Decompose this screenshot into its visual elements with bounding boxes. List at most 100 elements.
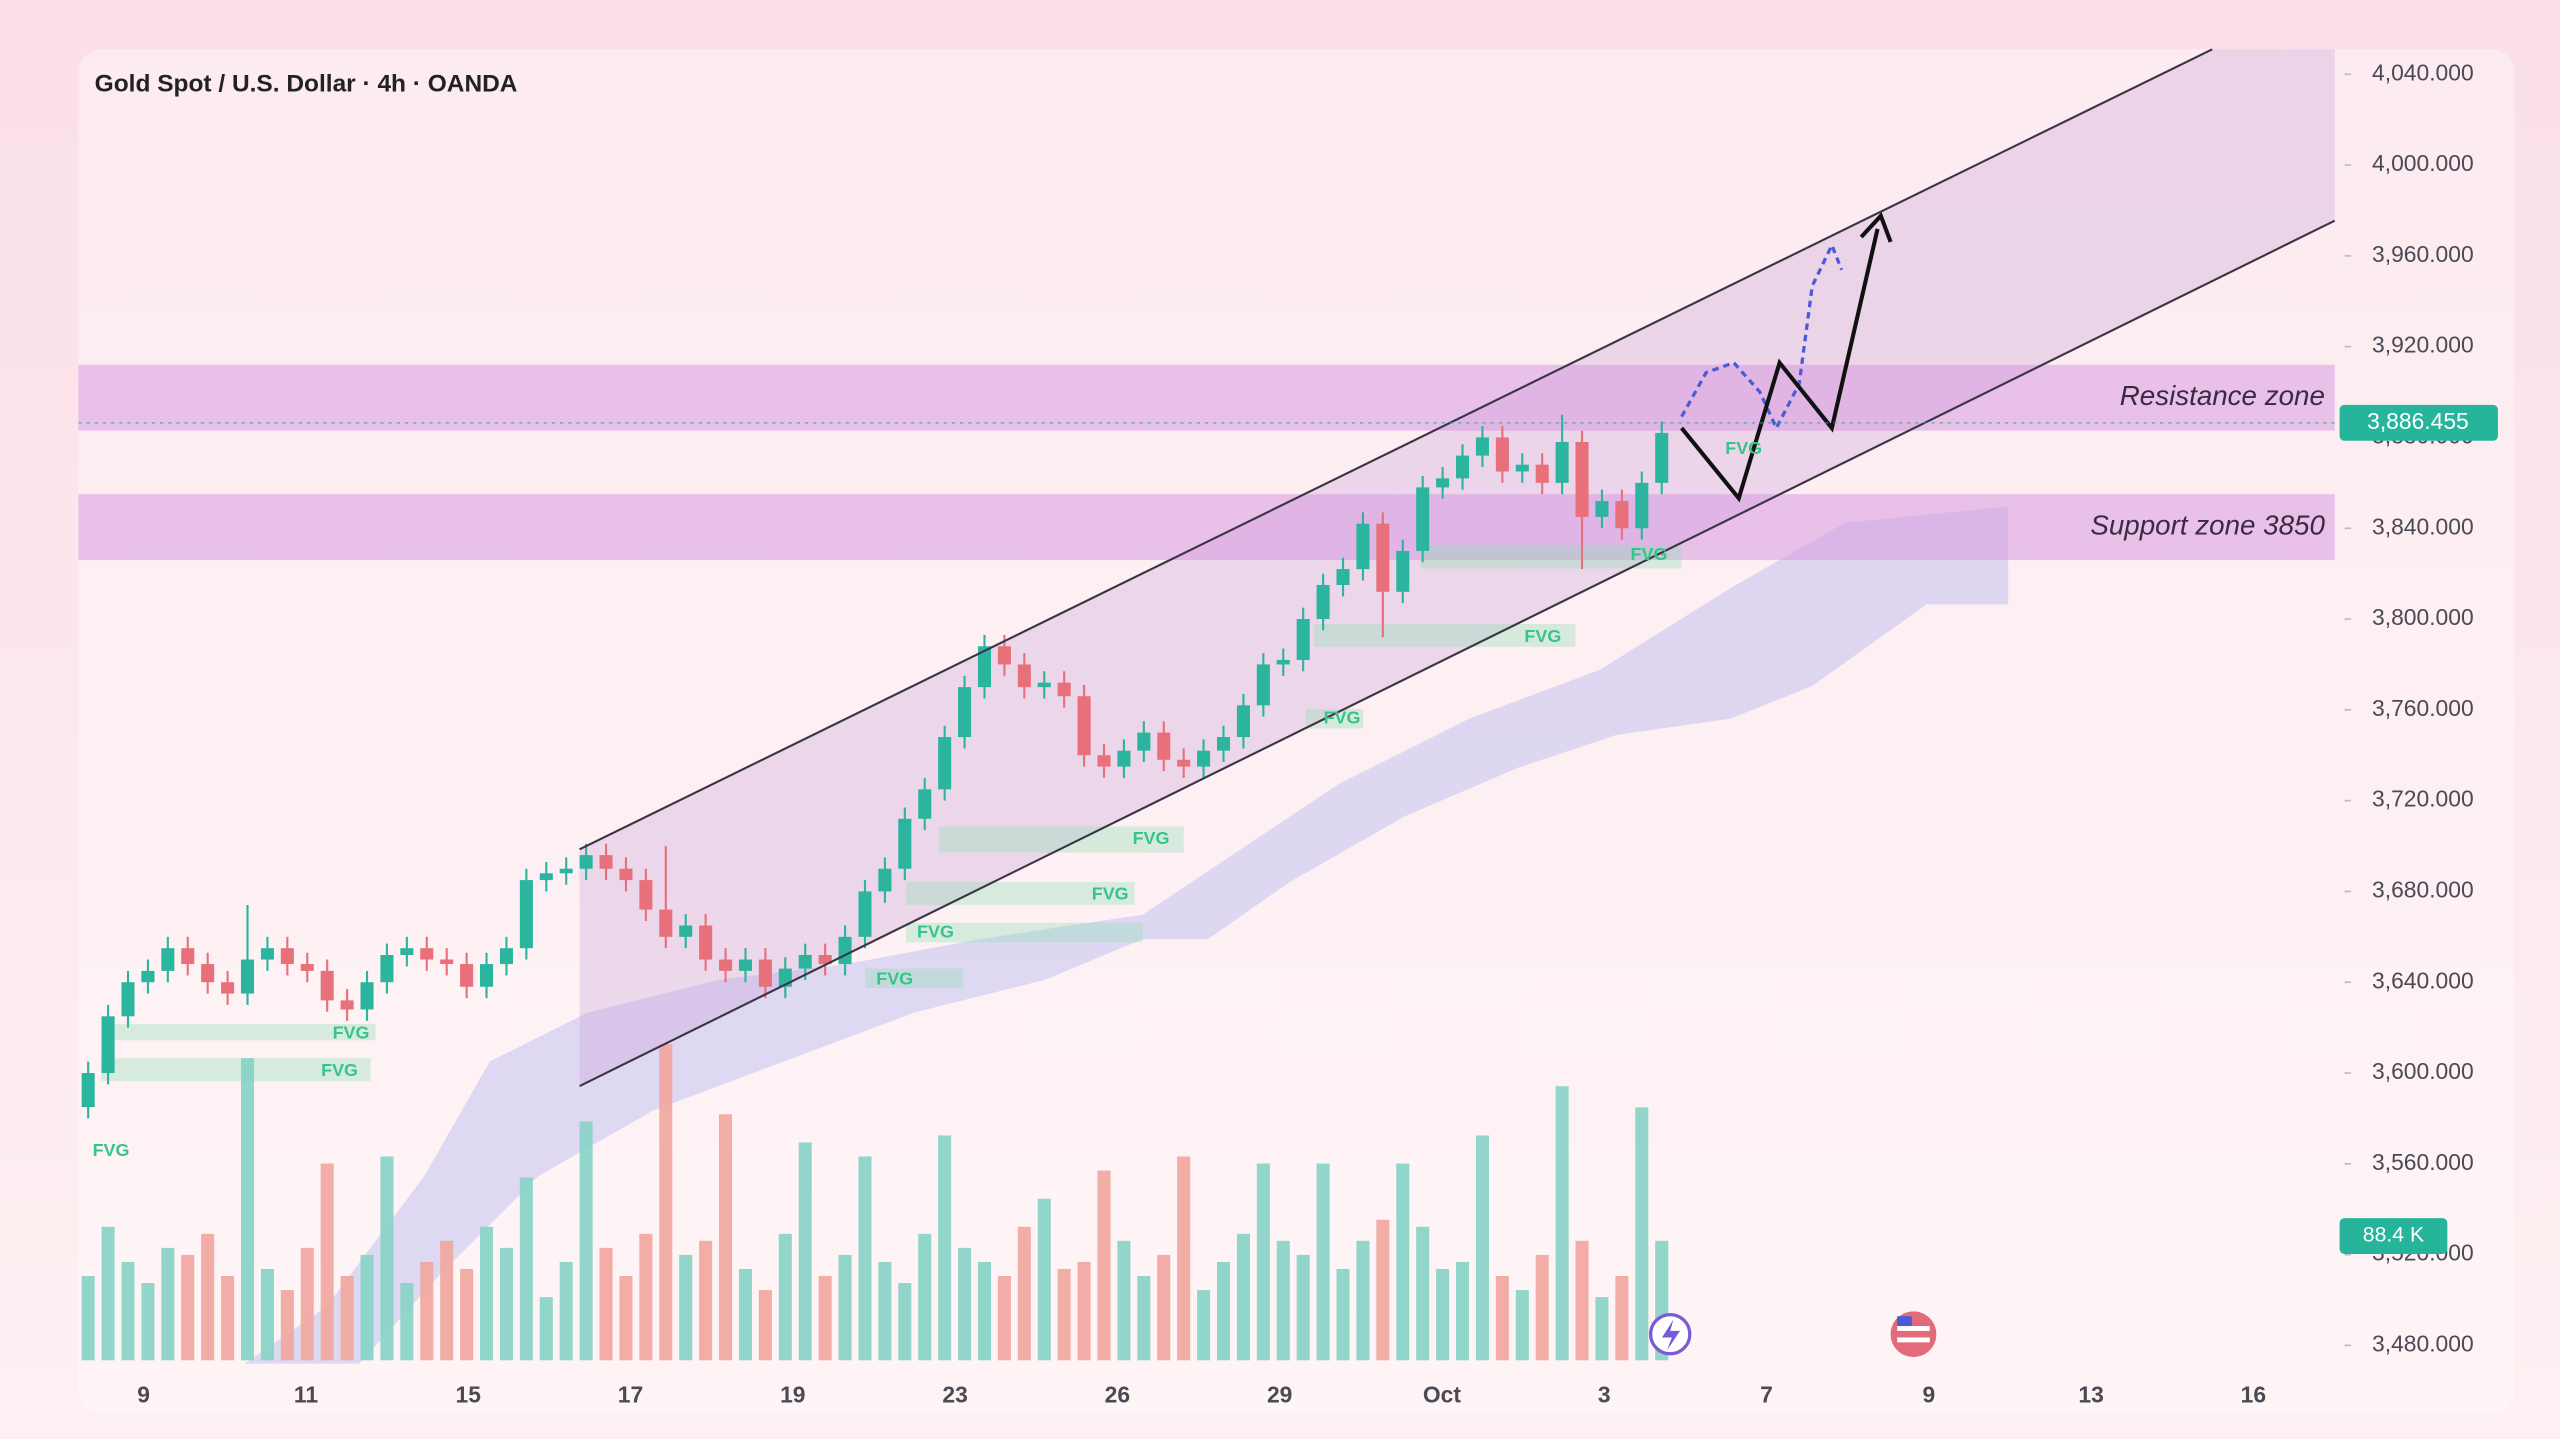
chart-title: Gold Spot / U.S. Dollar · 4h · OANDA [95, 71, 518, 98]
volume-bar [1097, 1170, 1111, 1361]
fvg-label: FVG [1092, 884, 1129, 904]
x-tick-label: 19 [780, 1381, 805, 1407]
volume-bar [719, 1114, 733, 1361]
volume-bar [1615, 1275, 1629, 1361]
volume-bar [738, 1268, 752, 1361]
volume-bar [1117, 1240, 1131, 1361]
fvg-label: FVG [333, 1023, 370, 1043]
volume-bar [1515, 1290, 1529, 1361]
volume-bar [1216, 1261, 1231, 1361]
candle-body [1655, 432, 1669, 483]
fvg-label: FVG [1324, 707, 1361, 727]
x-tick-label: 15 [456, 1381, 482, 1407]
candle-body [858, 891, 872, 937]
flag-icon[interactable] [1890, 1311, 1937, 1358]
x-tick-label: 3 [1598, 1381, 1611, 1407]
volume-bar [938, 1135, 952, 1361]
candle-body [1296, 619, 1310, 660]
volume-bar [639, 1233, 653, 1361]
lightning-icon[interactable] [1648, 1312, 1692, 1356]
volume-bar [280, 1290, 294, 1361]
candle-body [101, 1016, 115, 1074]
candle-body [719, 959, 733, 971]
candle-body [1535, 464, 1549, 483]
candle-body [440, 959, 454, 965]
volume-bar [1436, 1268, 1450, 1361]
candle-body [1137, 732, 1151, 751]
candle-body [340, 1000, 354, 1010]
y-tick-label: 3,600.000 [2372, 1058, 2474, 1084]
candle-body [1017, 664, 1031, 688]
candle-body [519, 880, 533, 949]
candle-body [1595, 501, 1609, 517]
volume-bar [460, 1268, 474, 1361]
volume-bar [1057, 1268, 1071, 1361]
candle-body [1057, 682, 1071, 697]
candle-body [1177, 759, 1191, 767]
channel-upper [579, 48, 2213, 851]
candle-body [1256, 664, 1270, 706]
fvg-label: FVG [1524, 626, 1561, 646]
zone [78, 494, 2335, 561]
candle-body [838, 936, 852, 965]
y-tick-label: 3,920.000 [2372, 332, 2474, 358]
fvg-boxes [101, 545, 1682, 1082]
volume-bar [1416, 1226, 1430, 1361]
volume-bar [1555, 1086, 1569, 1361]
candle-body [201, 964, 215, 983]
candle-body [141, 970, 155, 983]
candle-body [460, 964, 474, 987]
y-tick-label: 3,720.000 [2372, 786, 2474, 812]
volume-bar [918, 1233, 932, 1361]
candle-body [1157, 732, 1171, 760]
volume-bar [360, 1254, 374, 1361]
candle-body [1416, 487, 1430, 551]
last-price-badge [2339, 404, 2498, 441]
candle-body [1356, 523, 1370, 570]
candle-body [400, 948, 414, 955]
volume-bar [679, 1254, 693, 1361]
x-tick-label: 13 [2078, 1381, 2103, 1407]
candle-body [1316, 584, 1330, 620]
candle-body [1376, 523, 1390, 592]
candle-body [798, 954, 812, 969]
volume-bar [1475, 1135, 1489, 1361]
candle-body [1456, 455, 1470, 479]
volume-bar [340, 1275, 354, 1361]
candle-body [320, 970, 334, 1001]
volume-bar [1495, 1275, 1509, 1361]
volume-bar [1256, 1163, 1270, 1361]
volume-bar [141, 1283, 155, 1361]
volume-bar [1017, 1226, 1031, 1361]
volume-bar [121, 1261, 135, 1361]
x-tick-label: Oct [1423, 1381, 1461, 1407]
x-tick-label: 9 [1922, 1381, 1935, 1407]
x-tick-label: 16 [2241, 1381, 2266, 1407]
volume-bar [898, 1283, 912, 1361]
candle-body [221, 982, 235, 994]
projection-arrowhead [1859, 212, 1893, 243]
volume-bar [1635, 1107, 1649, 1361]
volume-bar [1296, 1254, 1310, 1361]
candle-body [579, 855, 593, 869]
y-tick-label: 3,640.000 [2372, 967, 2474, 993]
candle-body [659, 909, 673, 937]
volume-bar [480, 1226, 494, 1361]
volume-bar [320, 1163, 334, 1361]
candle-body [300, 964, 314, 971]
volume-bar [1376, 1219, 1390, 1361]
y-tick-label: 3,560.000 [2372, 1149, 2474, 1175]
volume-bar [1276, 1240, 1290, 1361]
zone-label: Resistance zone [2120, 380, 2325, 411]
volume-bar [878, 1261, 892, 1361]
volume-bar [579, 1121, 593, 1361]
candle-body [121, 982, 135, 1017]
volume-bar [659, 1044, 673, 1361]
volume-bar [499, 1247, 513, 1361]
candle-body [938, 737, 952, 790]
volume-bar [260, 1268, 274, 1361]
volume-bar [1316, 1163, 1330, 1361]
